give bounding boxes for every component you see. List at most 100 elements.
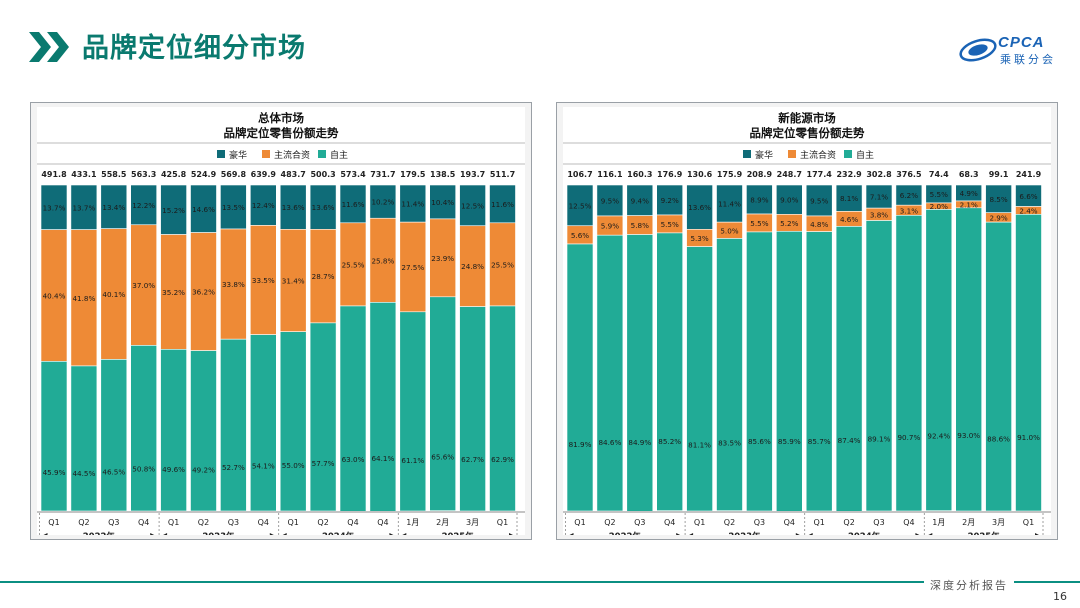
- year-label: 2023年: [202, 531, 235, 535]
- data-label: 6.2%: [900, 191, 918, 200]
- bar-segment-3: [716, 238, 743, 511]
- data-label: 5.9%: [601, 222, 619, 231]
- legend-swatch-2: [788, 150, 796, 158]
- arrowhead-left-icon: [808, 533, 813, 535]
- total-label: 376.5: [896, 170, 922, 179]
- total-label: 511.7: [490, 170, 515, 179]
- bar-segment-2: [160, 234, 187, 350]
- data-label: 27.5%: [401, 263, 424, 272]
- bar-segment-1: [130, 184, 157, 226]
- bar-segment-3: [160, 349, 187, 512]
- bar-segment-2: [220, 228, 247, 340]
- bar-segment-3: [776, 230, 803, 512]
- bar-segment-3: [100, 359, 128, 512]
- x-tick-label: Q4: [903, 518, 914, 527]
- data-label: 49.6%: [162, 465, 185, 474]
- data-label: 4.9%: [960, 189, 978, 198]
- total-label: 302.8: [866, 170, 892, 179]
- bar-segment-2: [489, 222, 516, 307]
- data-label: 28.7%: [312, 272, 335, 281]
- x-tick-label: Q1: [1023, 518, 1034, 527]
- arrowhead-right-icon: [1035, 533, 1039, 535]
- arrowhead-right-icon: [795, 533, 800, 535]
- data-label: 5.0%: [720, 226, 738, 235]
- total-label: 116.1: [597, 170, 623, 179]
- data-label: 57.7%: [312, 459, 335, 468]
- bar-segment-3: [220, 338, 247, 512]
- bar-segment-3: [566, 243, 594, 512]
- data-label: 54.1%: [252, 462, 275, 471]
- data-label: 8.9%: [750, 196, 768, 205]
- bar-segment-2: [369, 217, 397, 303]
- bar-segment-2: [309, 229, 337, 324]
- x-tick-label: Q1: [288, 518, 299, 527]
- logo-emblem-icon: [959, 38, 997, 62]
- data-label: 84.9%: [628, 438, 651, 447]
- legend-label-3: 自主: [330, 149, 348, 161]
- total-label: 573.4: [340, 170, 366, 179]
- total-label: 425.8: [161, 170, 187, 179]
- bar-segment-2: [40, 229, 68, 362]
- bar-segment-3: [279, 331, 307, 512]
- bar-segment-2: [100, 228, 128, 360]
- arrowhead-left-icon: [282, 533, 287, 535]
- data-label: 7.1%: [870, 193, 888, 202]
- bar-segment-1: [489, 184, 516, 224]
- x-tick-label: Q4: [138, 518, 149, 527]
- bar-segment-2: [459, 225, 486, 307]
- x-tick-label: Q4: [664, 518, 675, 527]
- data-label: 12.5%: [569, 201, 592, 210]
- legend-label-1: 豪华: [229, 149, 247, 161]
- data-label: 10.2%: [371, 198, 394, 207]
- data-label: 85.9%: [778, 437, 801, 446]
- legend-label-2: 主流合资: [800, 149, 836, 161]
- x-tick-label: Q1: [168, 518, 179, 527]
- overall-market-panel: 总体市场 品牌定位零售份额走势 豪华 主流合资 自主 491.8 433.1 558.5 563…: [30, 102, 532, 540]
- bar-segment-1: [399, 184, 427, 223]
- data-label: 3.8%: [870, 210, 888, 219]
- x-tick-label: 3月: [466, 518, 479, 527]
- data-label: 6.6%: [1019, 192, 1037, 201]
- total-label: 138.5: [430, 170, 456, 179]
- data-label: 5.8%: [631, 221, 649, 230]
- x-tick-label: 1月: [406, 518, 419, 527]
- bar-segment-3: [686, 246, 713, 512]
- data-label: 52.7%: [222, 463, 245, 472]
- x-tick-label: Q1: [497, 518, 508, 527]
- bar-segment-3: [895, 215, 923, 512]
- x-tick-label: Q4: [784, 518, 795, 527]
- arrowhead-left-icon: [402, 533, 407, 535]
- bar-segment-3: [955, 207, 983, 512]
- chart-subtitle: 品牌定位零售份额走势: [750, 126, 865, 140]
- bar-segment-2: [339, 222, 367, 307]
- data-label: 50.8%: [132, 464, 155, 473]
- data-label: 81.1%: [688, 441, 711, 450]
- double-chevron-icon: [29, 32, 69, 62]
- data-label: 5.5%: [750, 219, 768, 228]
- year-label: 2023年: [728, 531, 761, 535]
- data-label: 9.5%: [810, 196, 828, 205]
- x-tick-label: 1月: [932, 518, 945, 527]
- bar-segment-1: [70, 184, 98, 230]
- bar-segment-1: [686, 184, 713, 230]
- data-label: 65.6%: [431, 452, 454, 461]
- legend-swatch-3: [318, 150, 326, 158]
- bar-segment-3: [865, 220, 893, 512]
- data-label: 13.6%: [688, 203, 711, 212]
- total-label: 68.3: [959, 170, 979, 179]
- bar-segment-1: [985, 184, 1012, 214]
- data-label: 15.2%: [162, 206, 185, 215]
- x-tick-label: Q3: [108, 518, 119, 527]
- data-label: 2.1%: [960, 200, 978, 209]
- total-label: 569.8: [221, 170, 247, 179]
- bar-segment-3: [746, 231, 773, 512]
- footer-label: 深度分析报告: [924, 577, 1014, 593]
- total-label: 558.5: [101, 170, 127, 179]
- data-label: 85.6%: [748, 437, 771, 446]
- data-label: 14.6%: [192, 205, 215, 214]
- arrowhead-right-icon: [509, 533, 513, 535]
- data-label: 11.6%: [342, 200, 365, 209]
- bar-segment-1: [220, 184, 247, 230]
- x-tick-label: Q3: [228, 518, 239, 527]
